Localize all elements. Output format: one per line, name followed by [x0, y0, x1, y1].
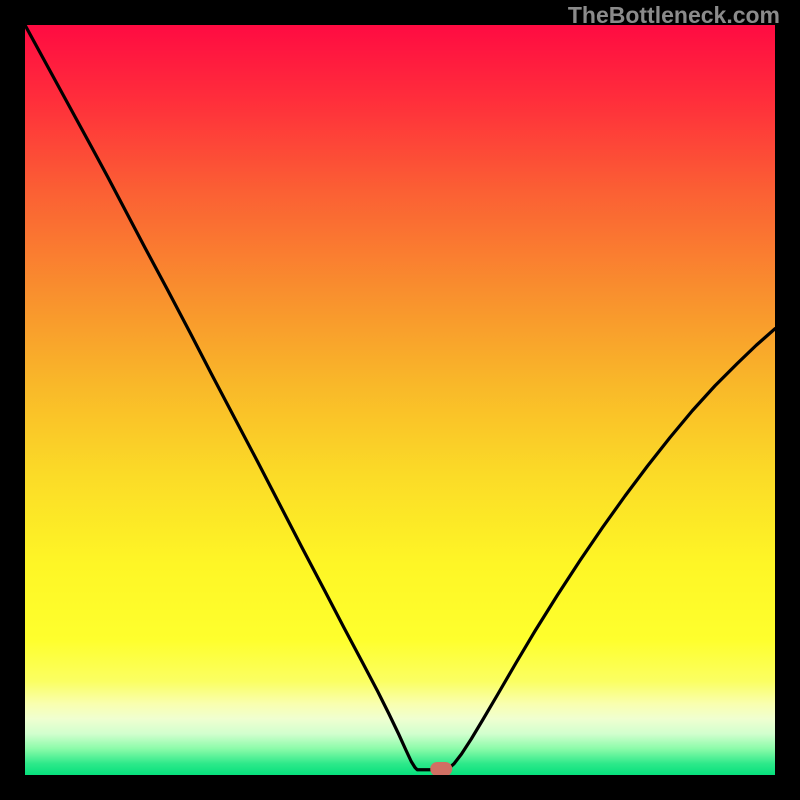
- optimum-marker: [430, 762, 452, 775]
- chart-frame: TheBottleneck.com: [0, 0, 800, 800]
- plot-area: [25, 25, 775, 775]
- plot-svg: [25, 25, 775, 775]
- gradient-background: [25, 25, 775, 775]
- watermark-text: TheBottleneck.com: [568, 2, 780, 29]
